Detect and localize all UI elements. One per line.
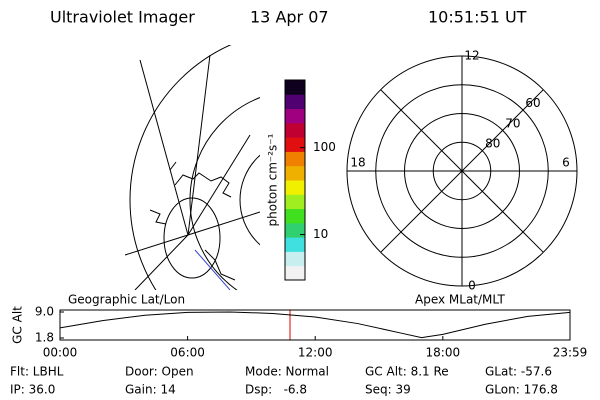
status-field: GLat: -57.6 xyxy=(485,365,552,379)
colorbar-cell xyxy=(285,165,305,181)
status-field: Door: Open xyxy=(125,365,194,379)
geographic-map xyxy=(124,45,260,290)
colorbar-cell xyxy=(285,180,305,195)
x-tick-label: 18:00 xyxy=(426,346,461,360)
date: 13 Apr 07 xyxy=(250,8,329,27)
x-tick-label: 00:00 xyxy=(43,346,78,360)
plot-frame xyxy=(59,309,571,341)
mlt-label: 18 xyxy=(350,156,365,170)
x-tick-label: 23:59 xyxy=(553,346,588,360)
time: 10:51:51 UT xyxy=(428,8,527,27)
colorbar-cell xyxy=(285,222,305,238)
title: Ultraviolet Imager xyxy=(50,8,195,27)
lat-label: 80 xyxy=(485,136,500,150)
altitude-line xyxy=(59,311,571,339)
colorbar-cell xyxy=(285,137,305,152)
colorbar-cell xyxy=(285,151,305,167)
x-tick-label: 12:00 xyxy=(298,346,333,360)
status-field: GLon: 176.8 xyxy=(485,383,558,397)
status-field: Dsp: -6.8 xyxy=(245,383,307,397)
colorbar-tick-label: 100 xyxy=(313,140,336,154)
colorbar-cell xyxy=(285,208,305,224)
status-field: GC Alt: 8.1 Re xyxy=(365,365,449,379)
apex-label: Apex MLat/MLT xyxy=(415,293,505,307)
y-tick-label: 9.0 xyxy=(35,305,54,319)
colorbar-label: photon cm⁻²s⁻¹ xyxy=(266,133,280,226)
colorbar-cell xyxy=(285,94,305,110)
mlt-label: 6 xyxy=(562,156,570,170)
colorbar-cell xyxy=(285,251,305,267)
x-tick-label: 06:00 xyxy=(170,346,205,360)
mlt-label: 12 xyxy=(464,49,479,63)
colorbar-cell xyxy=(285,80,305,95)
colorbar-cell xyxy=(285,194,305,210)
polar-spoke xyxy=(380,89,544,253)
status-field: Seq: 39 xyxy=(365,383,411,397)
y-axis-label: GC Alt xyxy=(11,306,25,344)
status-field: Mode: Normal xyxy=(245,365,329,379)
y-tick-label: 1.8 xyxy=(35,331,54,345)
colorbar-frame xyxy=(284,79,306,281)
lat-label: 60 xyxy=(525,96,540,110)
lat-label: 70 xyxy=(505,116,520,130)
colorbar-cell xyxy=(285,108,305,124)
colorbar-cell xyxy=(285,265,305,281)
colorbar-tick-label: 10 xyxy=(313,227,328,241)
status-field: Flt: LBHL xyxy=(10,365,64,379)
colorbar-cell xyxy=(285,237,305,252)
status-field: Gain: 14 xyxy=(125,383,176,397)
map-label: Geographic Lat/Lon xyxy=(68,293,185,307)
mlt-label: 0 xyxy=(468,279,476,293)
status-field: IP: 36.0 xyxy=(10,383,55,397)
colorbar-cell xyxy=(285,122,305,138)
